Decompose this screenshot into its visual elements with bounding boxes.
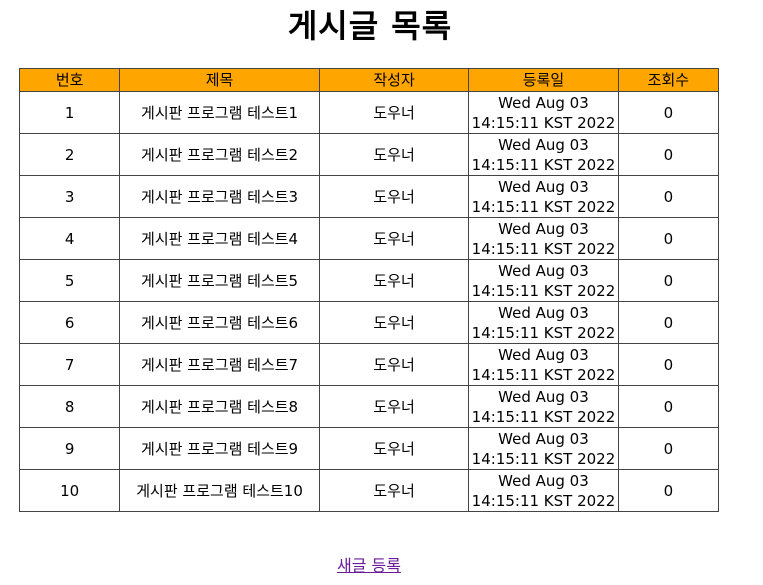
header-number: 번호 (18, 68, 121, 92)
row-date-time: 14:15:11 KST 2022 (471, 407, 616, 426)
row-number: 5 (18, 259, 121, 302)
table-row[interactable]: 5 게시판 프로그램 테스트5 도우너 Wed Aug 03 14:15:11 KST … (18, 259, 720, 302)
row-hits: 0 (617, 469, 720, 512)
row-writer: 도우너 (318, 301, 470, 344)
row-writer: 도우너 (318, 217, 470, 260)
row-date-day: Wed Aug 03 (498, 177, 589, 196)
page-title: 게시글 목록 (287, 7, 453, 45)
row-title[interactable]: 게시판 프로그램 테스트4 (119, 217, 320, 260)
post-table: 번호 제목 작성자 등록일 조회수 1 게시판 프로그램 테스트1 도우너 Wed A… (18, 68, 720, 512)
row-date-time: 14:15:11 KST 2022 (471, 449, 616, 468)
row-date-time: 14:15:11 KST 2022 (471, 281, 616, 300)
row-number: 7 (18, 343, 121, 386)
header-title: 제목 (119, 68, 320, 92)
row-date: Wed Aug 03 14:15:11 KST 2022 (468, 91, 619, 134)
row-date-day: Wed Aug 03 (498, 387, 589, 406)
row-date-time: 14:15:11 KST 2022 (471, 365, 616, 384)
new-post-link[interactable]: 새글 등록 (337, 556, 401, 575)
post-table-header: 번호 제목 작성자 등록일 조회수 (18, 68, 720, 92)
row-hits: 0 (617, 91, 720, 134)
row-writer: 도우너 (318, 259, 470, 302)
row-title[interactable]: 게시판 프로그램 테스트3 (119, 175, 320, 218)
header-writer: 작성자 (318, 68, 470, 92)
row-date-time: 14:15:11 KST 2022 (471, 491, 616, 510)
table-row[interactable]: 2 게시판 프로그램 테스트2 도우너 Wed Aug 03 14:15:11 KST … (18, 133, 720, 176)
row-writer: 도우너 (318, 427, 470, 470)
row-hits: 0 (617, 343, 720, 386)
table-row[interactable]: 7 게시판 프로그램 테스트7 도우너 Wed Aug 03 14:15:11 KST … (18, 343, 720, 386)
row-title[interactable]: 게시판 프로그램 테스트2 (119, 133, 320, 176)
row-writer: 도우너 (318, 385, 470, 428)
row-date-time: 14:15:11 KST 2022 (471, 323, 616, 342)
row-date: Wed Aug 03 14:15:11 KST 2022 (468, 259, 619, 302)
row-number: 6 (18, 301, 121, 344)
row-date-day: Wed Aug 03 (498, 471, 589, 490)
row-date-day: Wed Aug 03 (498, 261, 589, 280)
row-hits: 0 (617, 301, 720, 344)
table-row[interactable]: 3 게시판 프로그램 테스트3 도우너 Wed Aug 03 14:15:11 KST … (18, 175, 720, 218)
row-date: Wed Aug 03 14:15:11 KST 2022 (468, 343, 619, 386)
new-post-link-wrapper: 새글 등록 (0, 552, 738, 576)
row-date-day: Wed Aug 03 (498, 135, 589, 154)
row-date: Wed Aug 03 14:15:11 KST 2022 (468, 175, 619, 218)
row-number: 1 (18, 91, 121, 134)
row-writer: 도우너 (318, 175, 470, 218)
row-title[interactable]: 게시판 프로그램 테스트8 (119, 385, 320, 428)
row-title[interactable]: 게시판 프로그램 테스트9 (119, 427, 320, 470)
table-row[interactable]: 1 게시판 프로그램 테스트1 도우너 Wed Aug 03 14:15:11 KST … (18, 91, 720, 134)
row-hits: 0 (617, 133, 720, 176)
row-date: Wed Aug 03 14:15:11 KST 2022 (468, 301, 619, 344)
row-title[interactable]: 게시판 프로그램 테스트5 (119, 259, 320, 302)
row-number: 8 (18, 385, 121, 428)
row-writer: 도우너 (318, 91, 470, 134)
table-row[interactable]: 6 게시판 프로그램 테스트6 도우너 Wed Aug 03 14:15:11 KST … (18, 301, 720, 344)
row-writer: 도우너 (318, 469, 470, 512)
row-title[interactable]: 게시판 프로그램 테스트7 (119, 343, 320, 386)
row-date-day: Wed Aug 03 (498, 219, 589, 238)
table-row[interactable]: 8 게시판 프로그램 테스트8 도우너 Wed Aug 03 14:15:11 KST … (18, 385, 720, 428)
header-row: 번호 제목 작성자 등록일 조회수 (18, 68, 720, 92)
row-date-time: 14:15:11 KST 2022 (471, 155, 616, 174)
post-table-body: 1 게시판 프로그램 테스트1 도우너 Wed Aug 03 14:15:11 KST … (18, 91, 720, 512)
row-date-day: Wed Aug 03 (498, 303, 589, 322)
row-number: 9 (18, 427, 121, 470)
row-number: 10 (18, 469, 121, 512)
row-date-time: 14:15:11 KST 2022 (471, 197, 616, 216)
row-date: Wed Aug 03 14:15:11 KST 2022 (468, 427, 619, 470)
row-date: Wed Aug 03 14:15:11 KST 2022 (468, 385, 619, 428)
header-date: 등록일 (468, 68, 619, 92)
row-number: 4 (18, 217, 121, 260)
row-date-day: Wed Aug 03 (498, 429, 589, 448)
table-row[interactable]: 10 게시판 프로그램 테스트10 도우너 Wed Aug 03 14:15:11 KS… (18, 469, 720, 512)
row-date: Wed Aug 03 14:15:11 KST 2022 (468, 133, 619, 176)
row-hits: 0 (617, 217, 720, 260)
row-writer: 도우너 (318, 133, 470, 176)
row-title[interactable]: 게시판 프로그램 테스트10 (119, 469, 320, 512)
row-date-day: Wed Aug 03 (498, 345, 589, 364)
row-writer: 도우너 (318, 343, 470, 386)
table-row[interactable]: 4 게시판 프로그램 테스트4 도우너 Wed Aug 03 14:15:11 KST … (18, 217, 720, 260)
row-hits: 0 (617, 385, 720, 428)
row-date-day: Wed Aug 03 (498, 93, 589, 112)
row-hits: 0 (617, 259, 720, 302)
row-number: 3 (18, 175, 121, 218)
row-number: 2 (18, 133, 121, 176)
row-date: Wed Aug 03 14:15:11 KST 2022 (468, 217, 619, 260)
row-title[interactable]: 게시판 프로그램 테스트6 (119, 301, 320, 344)
row-date: Wed Aug 03 14:15:11 KST 2022 (468, 469, 619, 512)
row-date-time: 14:15:11 KST 2022 (471, 113, 616, 132)
header-hits: 조회수 (617, 68, 720, 92)
row-title[interactable]: 게시판 프로그램 테스트1 (119, 91, 320, 134)
row-hits: 0 (617, 175, 720, 218)
table-row[interactable]: 9 게시판 프로그램 테스트9 도우너 Wed Aug 03 14:15:11 KST … (18, 427, 720, 470)
row-hits: 0 (617, 427, 720, 470)
row-date-time: 14:15:11 KST 2022 (471, 239, 616, 258)
